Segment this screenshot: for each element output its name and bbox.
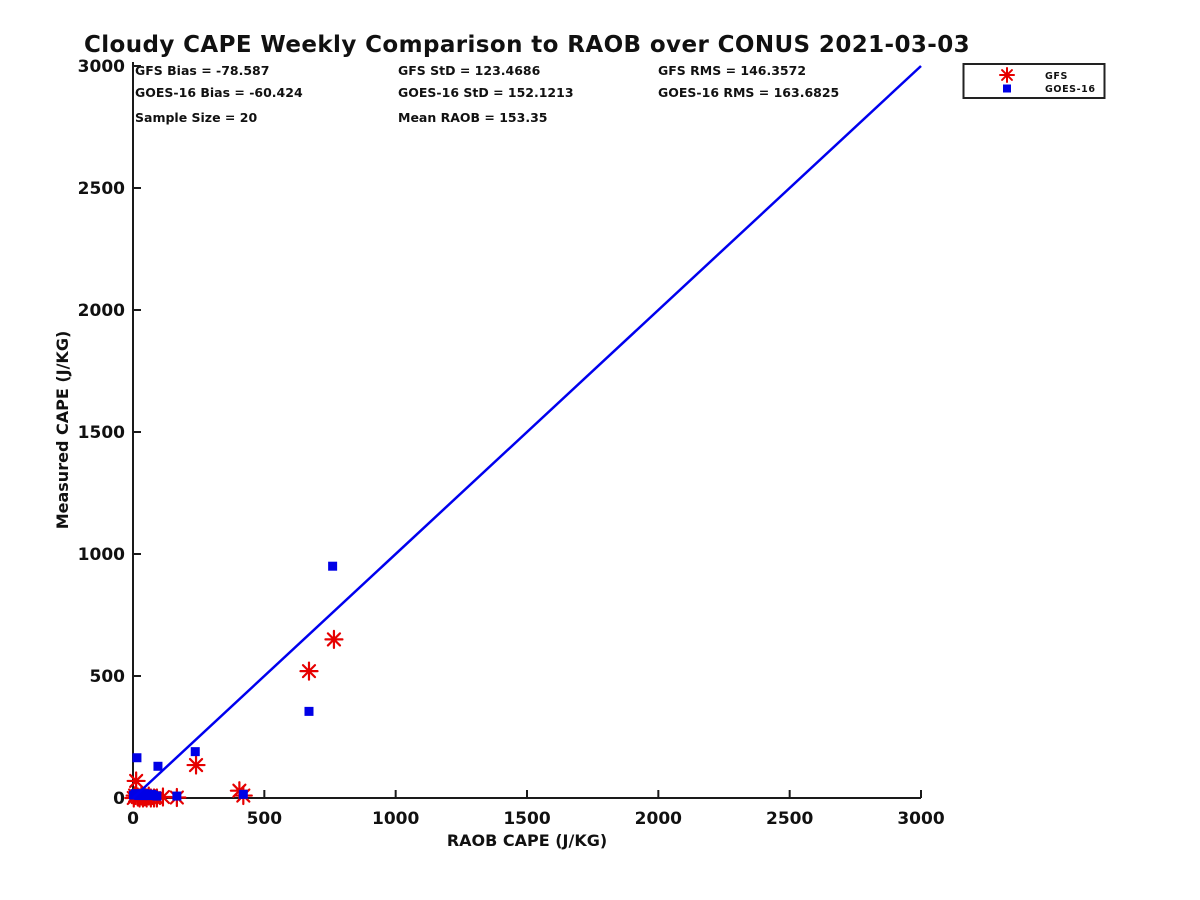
legend-goes16-square-icon (1003, 84, 1011, 93)
plot-area: 0 500 1000 1500 2000 2500 3000 0 500 1000 1500 2000… (78, 57, 945, 829)
x-tick-label: 2000 (635, 809, 682, 829)
goes16-marker (304, 706, 314, 716)
gfs-marker (324, 629, 344, 650)
x-tick-label: 1500 (503, 809, 550, 829)
gfs-marker (299, 661, 319, 681)
x-axis-label: RAOB CAPE (J/KG) (447, 831, 607, 850)
x-tick-label: 500 (247, 809, 283, 829)
x-tick-label: 2500 (766, 809, 813, 829)
stats-annotations: GFS Bias = -78.587 GFS StD = 123.4686 GF… (135, 63, 839, 125)
y-tick-label: 500 (90, 667, 126, 687)
y-tick-label: 0 (113, 789, 125, 809)
goes16-marker (172, 791, 182, 801)
y-tick-label: 1000 (78, 545, 125, 565)
goes16-series (129, 561, 338, 801)
legend-goes16-marker (1003, 84, 1011, 93)
x-tick-label: 0 (127, 809, 139, 829)
y-tick-label: 2000 (78, 301, 125, 321)
stat-mean-raob: Mean RAOB = 153.35 (398, 110, 547, 125)
stat-goes16-std: GOES-16 StD = 152.1213 (398, 85, 574, 100)
stat-gfs-bias: GFS Bias = -78.587 (135, 63, 269, 78)
x-tick-label: 3000 (897, 809, 944, 829)
y-axis-label: Measured CAPE (J/KG) (53, 331, 72, 530)
chart-title: Cloudy CAPE Weekly Comparison to RAOB ov… (84, 32, 970, 58)
stat-gfs-std: GFS StD = 123.4686 (398, 63, 541, 78)
legend-gfs-marker (999, 67, 1015, 83)
legend-label-gfs: GFS (1045, 71, 1068, 82)
legend: GFS GOES-16 (962, 63, 1106, 99)
gfs-marker (186, 755, 206, 775)
y-tick-label: 2500 (78, 179, 125, 199)
legend-label-goes16: GOES-16 (1045, 84, 1096, 95)
goes16-marker (328, 561, 338, 571)
legend-gfs-asterisk-icon (999, 67, 1015, 83)
gfs-marker (126, 771, 146, 791)
y-tick-label: 1500 (78, 423, 125, 443)
legend-box (962, 63, 1106, 99)
y-tick-label: 3000 (78, 57, 125, 77)
stat-gfs-rms: GFS RMS = 146.3572 (658, 63, 806, 78)
gfs-series (124, 629, 344, 808)
stat-goes16-bias: GOES-16 Bias = -60.424 (135, 85, 303, 100)
goes16-marker (238, 789, 248, 799)
stat-sample-size: Sample Size = 20 (135, 110, 257, 125)
identity-line (132, 65, 922, 799)
x-tick-label: 1000 (372, 809, 419, 829)
goes16-marker (152, 791, 162, 801)
stat-goes16-rms: GOES-16 RMS = 163.6825 (658, 85, 839, 100)
goes16-marker (190, 747, 200, 757)
goes16-marker (153, 761, 163, 771)
goes16-marker (132, 753, 142, 763)
